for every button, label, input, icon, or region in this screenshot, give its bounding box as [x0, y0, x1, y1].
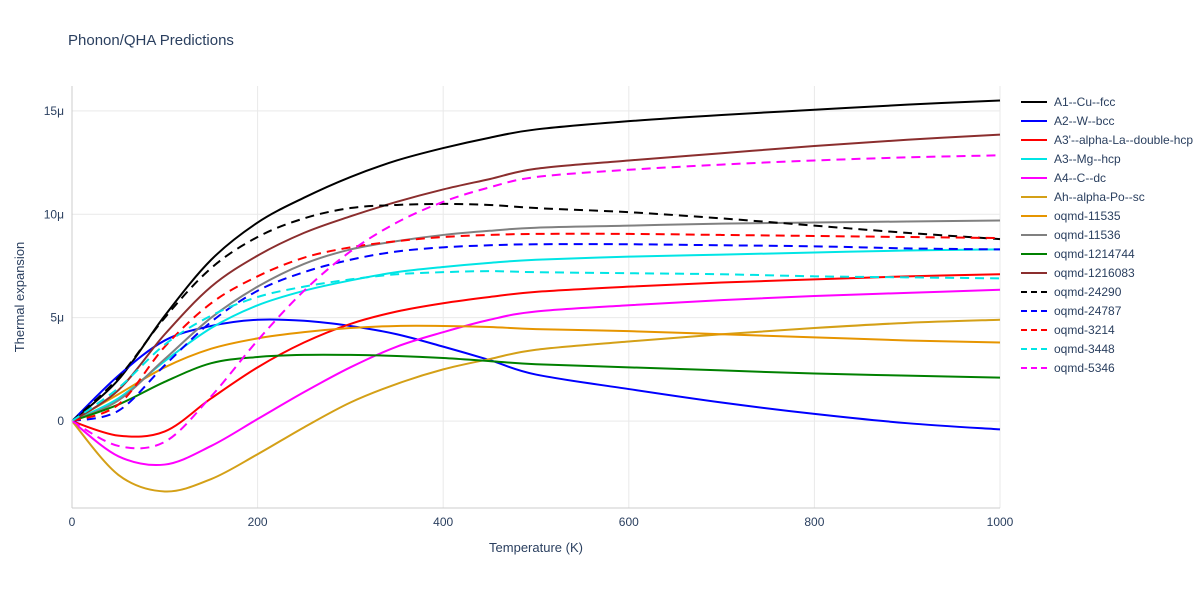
legend-swatch	[1020, 210, 1048, 222]
legend-swatch	[1020, 229, 1048, 241]
y-tick-label: 5μ	[50, 311, 64, 325]
legend-swatch	[1020, 324, 1048, 336]
legend-label: Ah--alpha-Po--sc	[1054, 190, 1145, 204]
legend-label: A2--W--bcc	[1054, 114, 1114, 128]
x-tick-label: 800	[804, 515, 824, 529]
legend-item[interactable]: A2--W--bcc	[1020, 111, 1193, 130]
y-tick-label: 15μ	[44, 104, 64, 118]
legend-label: A3'--alpha-La--double-hcp	[1054, 133, 1193, 147]
legend-label: oqmd-11535	[1054, 209, 1121, 223]
legend-label: oqmd-11536	[1054, 228, 1121, 242]
legend-swatch	[1020, 191, 1048, 203]
x-tick-label: 600	[619, 515, 639, 529]
legend-item[interactable]: oqmd-11535	[1020, 206, 1193, 225]
series-layer	[72, 100, 1000, 491]
series-line[interactable]	[72, 155, 1000, 448]
legend-label: A4--C--dc	[1054, 171, 1106, 185]
legend: A1--Cu--fcc A2--W--bcc A3'--alpha-La--doub…	[1020, 92, 1193, 377]
legend-swatch	[1020, 362, 1048, 374]
legend-item[interactable]: oqmd-3448	[1020, 339, 1193, 358]
legend-swatch	[1020, 343, 1048, 355]
x-axis-label: Temperature (K)	[489, 540, 583, 555]
legend-swatch	[1020, 134, 1048, 146]
legend-item[interactable]: oqmd-1216083	[1020, 263, 1193, 282]
x-tick-label: 400	[433, 515, 453, 529]
legend-label: A1--Cu--fcc	[1054, 95, 1115, 109]
legend-item[interactable]: A1--Cu--fcc	[1020, 92, 1193, 111]
series-line[interactable]	[72, 355, 1000, 421]
legend-item[interactable]: A3'--alpha-La--double-hcp	[1020, 130, 1193, 149]
legend-label: oqmd-24290	[1054, 285, 1121, 299]
legend-item[interactable]: A4--C--dc	[1020, 168, 1193, 187]
y-tick-label: 0	[57, 414, 64, 428]
series-line[interactable]	[72, 320, 1000, 492]
legend-label: oqmd-3214	[1054, 323, 1115, 337]
x-tick-label: 1000	[987, 515, 1014, 529]
y-axis-label: Thermal expansion	[12, 242, 27, 353]
legend-swatch	[1020, 115, 1048, 127]
legend-swatch	[1020, 96, 1048, 108]
legend-label: oqmd-24787	[1054, 304, 1121, 318]
series-line[interactable]	[72, 204, 1000, 421]
legend-item[interactable]: A3--Mg--hcp	[1020, 149, 1193, 168]
x-tick-label: 200	[248, 515, 268, 529]
legend-swatch	[1020, 248, 1048, 260]
legend-item[interactable]: oqmd-11536	[1020, 225, 1193, 244]
legend-item[interactable]: oqmd-3214	[1020, 320, 1193, 339]
grid-layer	[72, 86, 1000, 508]
legend-item[interactable]: oqmd-24787	[1020, 301, 1193, 320]
y-tick-label: 10μ	[44, 207, 64, 221]
legend-swatch	[1020, 267, 1048, 279]
legend-label: A3--Mg--hcp	[1054, 152, 1121, 166]
series-line[interactable]	[72, 274, 1000, 436]
legend-swatch	[1020, 286, 1048, 298]
legend-swatch	[1020, 172, 1048, 184]
series-line[interactable]	[72, 244, 1000, 421]
legend-label: oqmd-5346	[1054, 361, 1115, 375]
legend-swatch	[1020, 153, 1048, 165]
legend-item[interactable]: oqmd-24290	[1020, 282, 1193, 301]
series-line[interactable]	[72, 290, 1000, 465]
legend-item[interactable]: oqmd-1214744	[1020, 244, 1193, 263]
legend-label: oqmd-1216083	[1054, 266, 1135, 280]
legend-swatch	[1020, 305, 1048, 317]
legend-label: oqmd-1214744	[1054, 247, 1135, 261]
series-line[interactable]	[72, 100, 1000, 421]
legend-item[interactable]: Ah--alpha-Po--sc	[1020, 187, 1193, 206]
legend-label: oqmd-3448	[1054, 342, 1115, 356]
series-line[interactable]	[72, 326, 1000, 421]
x-tick-label: 0	[69, 515, 76, 529]
legend-item[interactable]: oqmd-5346	[1020, 358, 1193, 377]
